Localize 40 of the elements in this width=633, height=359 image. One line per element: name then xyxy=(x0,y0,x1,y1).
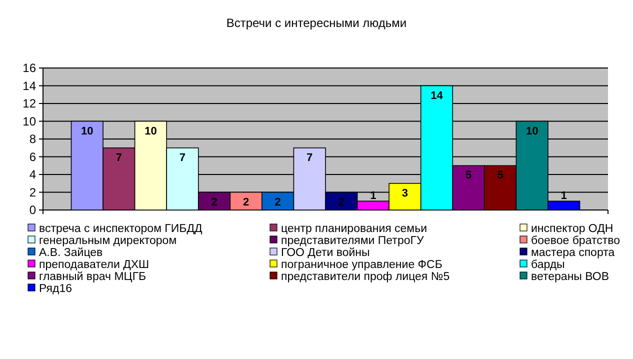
legend-label: боевое братство xyxy=(531,235,620,248)
data-label: 14 xyxy=(430,90,444,102)
y-tick-label: 8 xyxy=(29,132,36,146)
data-label: 5 xyxy=(497,170,504,182)
legend-label: пограничное управление ФСБ xyxy=(281,259,442,272)
y-tick-label: 0 xyxy=(29,203,36,218)
data-label: 2 xyxy=(274,196,281,208)
y-tick-label: 16 xyxy=(22,61,36,76)
data-label: 3 xyxy=(402,187,408,200)
legend-label: А.В. Зайцев xyxy=(39,247,103,260)
y-tick-label: 14 xyxy=(22,78,36,93)
chart-title: Встречи с интересными людьми xyxy=(226,16,407,30)
data-label: 10 xyxy=(526,125,538,138)
legend-label: главный врач МЦГБ xyxy=(39,271,146,284)
legend-label: генеральным директором xyxy=(39,235,177,248)
legend-label: Ряд16 xyxy=(39,283,72,296)
y-tick-label: 10 xyxy=(22,114,36,128)
data-label: 5 xyxy=(465,170,472,182)
y-tick-label: 6 xyxy=(29,150,36,164)
data-label: 7 xyxy=(116,152,122,164)
legend-label: барды xyxy=(531,259,565,272)
legend-label: мастера спорта xyxy=(531,247,616,260)
y-tick-label: 12 xyxy=(22,96,36,111)
data-label: 7 xyxy=(306,152,313,164)
legend-label: ветераны ВОВ xyxy=(531,271,610,284)
legend-label: представителями ПетроГУ xyxy=(281,235,424,248)
legend-label: ГОО Дети войны xyxy=(281,247,370,260)
legend-label: инспектор ОДН xyxy=(531,223,614,236)
legend-label: встреча с инспектором ГИБДД xyxy=(39,223,202,236)
data-label: 2 xyxy=(242,196,250,208)
data-label: 7 xyxy=(179,152,186,164)
data-label: 2 xyxy=(338,196,344,208)
data-label: 10 xyxy=(81,125,94,138)
legend-label: преподаватели ДХШ xyxy=(39,259,150,272)
data-label: 10 xyxy=(144,125,157,138)
y-tick-label: 2 xyxy=(29,185,36,200)
y-tick-label: 4 xyxy=(29,168,36,182)
legend-label: центр планирования семьи xyxy=(281,223,428,236)
data-label: 2 xyxy=(211,196,218,208)
legend-label: представители проф лицея №5 xyxy=(281,271,450,284)
